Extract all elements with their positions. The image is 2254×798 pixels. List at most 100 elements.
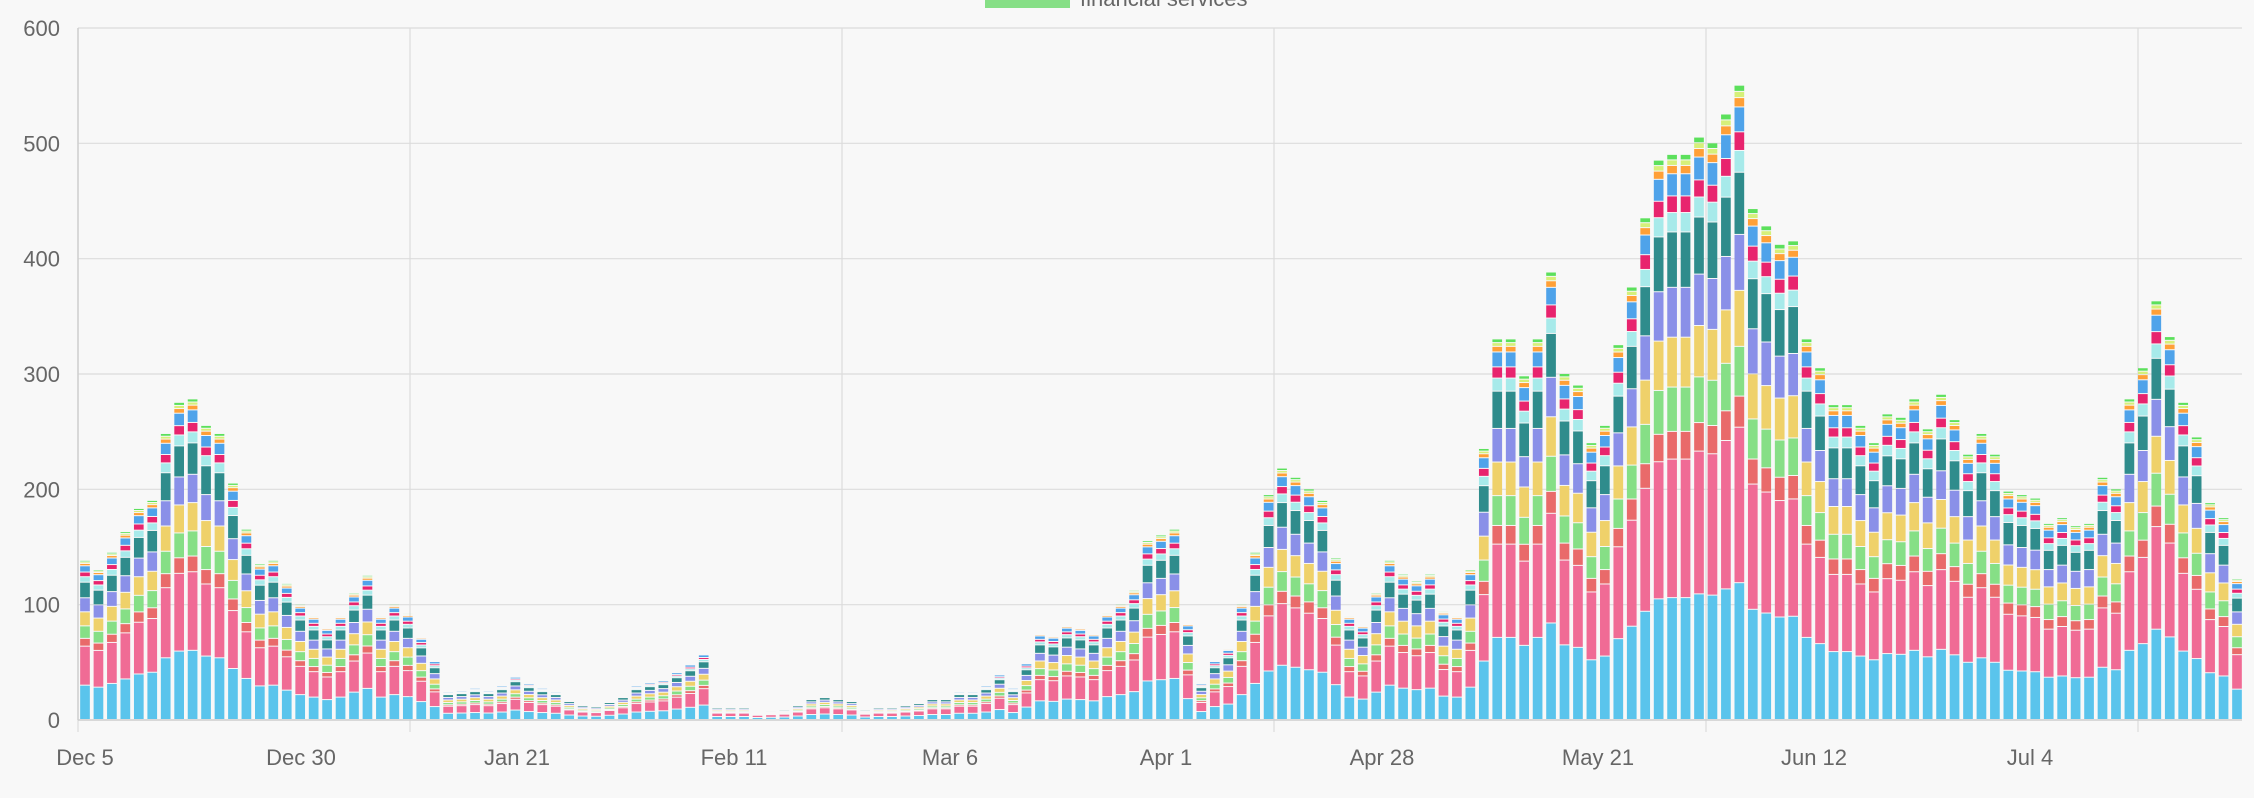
bar-segment xyxy=(1384,685,1395,719)
bar-segment xyxy=(1586,508,1597,532)
bar-segment xyxy=(1842,408,1852,411)
bar-segment xyxy=(483,702,494,704)
bar-segment xyxy=(1626,626,1637,719)
x-tick-label: Feb 11 xyxy=(701,745,768,770)
bar-segment xyxy=(1062,635,1072,638)
bar-segment xyxy=(2205,554,2215,573)
bar-segment xyxy=(537,713,548,719)
bar-stack xyxy=(1357,627,1368,719)
bar-segment xyxy=(93,573,104,575)
bar-segment xyxy=(1734,98,1745,107)
bar-segment xyxy=(981,699,991,702)
bar-segment xyxy=(1236,620,1247,631)
bar-segment xyxy=(470,692,480,695)
bar-segment xyxy=(1882,436,1893,445)
bar-segment xyxy=(1250,554,1260,556)
bar-segment xyxy=(806,702,817,704)
bar-segment xyxy=(255,686,265,719)
bar-segment xyxy=(1788,438,1798,475)
bar-segment xyxy=(1223,650,1234,653)
bar-segment xyxy=(1331,596,1341,610)
bar-stack xyxy=(187,399,198,719)
bar-segment xyxy=(1398,594,1408,608)
bar-segment xyxy=(1277,572,1287,591)
bar-segment xyxy=(618,698,628,700)
bar-segment xyxy=(1425,594,1435,608)
bar-segment xyxy=(80,598,90,612)
bar-segment xyxy=(107,552,117,554)
bar-segment xyxy=(93,687,104,719)
bar-segment xyxy=(107,554,117,556)
bar-segment xyxy=(2178,402,2189,405)
bar-segment xyxy=(1250,575,1260,592)
bar-segment xyxy=(739,717,749,719)
bar-segment xyxy=(1008,703,1018,705)
bar-segment xyxy=(255,569,265,575)
bar-segment xyxy=(1573,397,1583,410)
bar-segment xyxy=(2097,495,2108,502)
bar-segment xyxy=(631,699,642,702)
bar-segment xyxy=(120,535,131,538)
bar-segment xyxy=(1976,526,1987,551)
bar-segment xyxy=(658,689,669,692)
bar-segment xyxy=(497,702,507,704)
bar-segment xyxy=(228,507,238,516)
bar-segment xyxy=(1142,554,1153,559)
bar-stack xyxy=(1653,160,1664,719)
bar-segment xyxy=(201,521,211,546)
bar-segment xyxy=(1277,591,1287,604)
bar-segment xyxy=(1895,448,1906,459)
bar-segment xyxy=(308,649,319,658)
bar-segment xyxy=(927,706,938,708)
bar-segment xyxy=(2191,437,2202,440)
bar-segment xyxy=(1721,441,1731,589)
bar-stack xyxy=(577,706,588,719)
bar-stack xyxy=(443,692,453,719)
bar-segment xyxy=(2003,614,2014,670)
bar-segment xyxy=(631,690,642,693)
bar-segment xyxy=(2164,524,2175,543)
bar-stack xyxy=(793,706,803,719)
bar-segment xyxy=(2084,629,2094,677)
bar-segment xyxy=(1640,287,1651,336)
bar-stack xyxy=(550,692,561,719)
bar-segment xyxy=(2043,544,2054,550)
bar-segment xyxy=(2070,552,2081,571)
bar-segment xyxy=(1801,391,1812,428)
bar-segment xyxy=(1331,625,1341,637)
bar-segment xyxy=(1317,503,1328,505)
bar-segment xyxy=(1169,549,1180,555)
bar-segment xyxy=(1250,634,1260,642)
bar-segment xyxy=(1075,700,1086,719)
bar-segment xyxy=(1290,486,1301,495)
bar-segment xyxy=(1963,482,1973,491)
bar-segment xyxy=(1478,458,1489,468)
bar-segment xyxy=(1828,652,1839,719)
bar-segment xyxy=(1357,628,1368,632)
bar-stack xyxy=(2111,489,2121,719)
bar-segment xyxy=(1707,185,1718,202)
bar-segment xyxy=(1129,692,1139,719)
bar-segment xyxy=(1102,617,1113,621)
bar-segment xyxy=(1331,558,1341,560)
bar-segment xyxy=(1505,462,1516,496)
bar-segment xyxy=(1653,462,1664,599)
bar-segment xyxy=(133,558,144,577)
bar-segment xyxy=(93,575,104,581)
bar-segment xyxy=(1895,542,1906,565)
bar-segment xyxy=(349,610,359,622)
bar-segment xyxy=(1411,656,1422,690)
bar-stack xyxy=(1438,611,1449,719)
bar-segment xyxy=(214,433,225,436)
bar-stack xyxy=(1209,662,1220,719)
bar-segment xyxy=(268,638,279,646)
bar-segment xyxy=(376,672,386,697)
bar-segment xyxy=(510,682,521,686)
bar-segment xyxy=(1465,618,1476,631)
bar-segment xyxy=(2030,570,2041,589)
bar-stack xyxy=(806,700,817,719)
bar-segment xyxy=(2218,518,2229,520)
bar-segment xyxy=(1721,197,1731,256)
bar-segment xyxy=(1411,690,1422,719)
bar-segment xyxy=(2097,511,2108,534)
